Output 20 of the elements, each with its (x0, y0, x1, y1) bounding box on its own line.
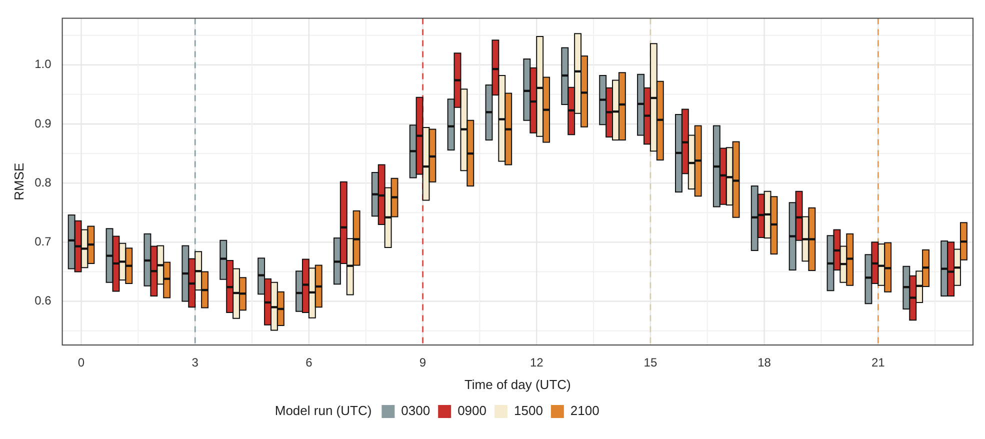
legend-label: 2100 (570, 403, 600, 418)
x-tick-label: 12 (530, 356, 544, 370)
x-tick-label: 9 (419, 356, 426, 370)
y-tick-label: 1.0 (34, 57, 52, 72)
x-tick-label: 18 (758, 356, 772, 370)
y-tick-label: 0.9 (34, 116, 52, 130)
y-tick-label: 0.7 (34, 234, 52, 248)
legend-label: 0900 (458, 403, 486, 418)
y-tick-label: 0.6 (34, 294, 52, 308)
x-axis-title: Time of day (UTC) (464, 376, 571, 392)
y-axis-title: RMSE (11, 162, 26, 200)
legend-label: 0300 (401, 403, 430, 418)
y-tick-label: 0.8 (34, 175, 52, 190)
x-tick-label: 6 (306, 356, 313, 370)
x-tick-label: 0 (78, 356, 85, 370)
x-tick-label: 3 (192, 356, 199, 370)
x-tick-label: 21 (871, 356, 886, 370)
legend-label: 1500 (514, 403, 543, 418)
legend-title: Model run (UTC) (274, 403, 372, 418)
x-tick-label: 15 (644, 356, 658, 370)
